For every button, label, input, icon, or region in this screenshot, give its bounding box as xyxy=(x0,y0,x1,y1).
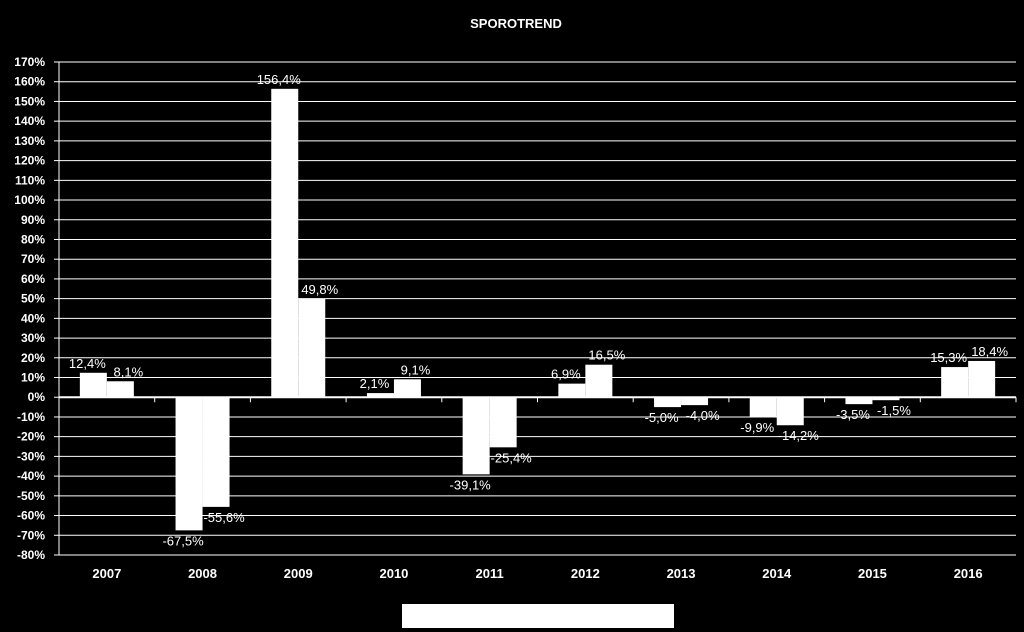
bar xyxy=(776,397,804,426)
x-tick-label: 2009 xyxy=(284,566,313,581)
y-tick-label: 130% xyxy=(14,134,45,148)
y-tick-label: -80% xyxy=(17,548,45,562)
bar xyxy=(271,88,299,398)
y-tick-label: -10% xyxy=(17,410,45,424)
data-label: -25,4% xyxy=(491,450,533,465)
bar xyxy=(106,381,134,398)
bar xyxy=(749,397,777,417)
y-tick-label: 50% xyxy=(21,292,45,306)
bar xyxy=(489,397,517,448)
y-tick-label: 120% xyxy=(14,154,45,168)
y-tick-label: -60% xyxy=(17,509,45,523)
data-label: -1,5% xyxy=(877,403,911,418)
data-label: 156,4% xyxy=(257,72,302,87)
data-label: -4,0% xyxy=(686,408,720,423)
x-tick-label: 2008 xyxy=(188,566,217,581)
bar xyxy=(654,397,682,408)
x-axis-tick-labels: 2007 2008 2009 2010 2011 2012 2013 2014 2015 2016 xyxy=(92,566,982,581)
bar xyxy=(202,397,230,507)
y-tick-label: -70% xyxy=(17,528,45,542)
data-label: 2,1% xyxy=(360,376,390,391)
data-label: 6,9% xyxy=(551,367,581,382)
y-tick-label: -20% xyxy=(17,430,45,444)
bar xyxy=(175,397,203,531)
bar xyxy=(366,393,394,398)
y-axis-tick-labels: 170% 160% 150% 140% 130% 120% 110% 100% 90% 80% 70… xyxy=(14,55,45,562)
bar xyxy=(585,364,613,398)
x-tick-label: 2010 xyxy=(379,566,408,581)
x-tick-label: 2011 xyxy=(476,566,504,581)
bar xyxy=(558,383,586,398)
chart-title: SPOROTREND xyxy=(470,16,562,31)
y-tick-label: 20% xyxy=(21,351,45,365)
x-tick-label: 2016 xyxy=(954,566,983,581)
y-tick-label: 110% xyxy=(15,173,45,187)
bar xyxy=(941,367,969,398)
data-label: -67,5% xyxy=(162,533,204,548)
y-tick-label: 150% xyxy=(14,94,45,108)
x-tick-label: 2013 xyxy=(667,566,696,581)
legend-box xyxy=(402,604,674,628)
y-tick-label: 160% xyxy=(14,75,45,89)
bar xyxy=(681,397,709,406)
data-label: 18,4% xyxy=(971,344,1008,359)
x-tick-label: 2015 xyxy=(858,566,887,581)
x-tick-label: 2012 xyxy=(571,566,600,581)
bar xyxy=(393,379,421,398)
data-label: 15,3% xyxy=(930,350,967,365)
data-label: -55,6% xyxy=(203,510,245,525)
x-tick-label: 2014 xyxy=(762,566,792,581)
data-label: -39,1% xyxy=(450,477,492,492)
y-tick-label: 30% xyxy=(21,331,45,345)
y-tick-label: 140% xyxy=(14,114,45,128)
data-label: -9,9% xyxy=(740,420,774,435)
data-label: -14,2% xyxy=(778,428,820,443)
y-tick-label: 80% xyxy=(21,232,45,246)
data-label: 49,8% xyxy=(301,282,338,297)
y-tick-label: 70% xyxy=(21,252,45,266)
y-tick-label: 10% xyxy=(21,371,45,385)
y-tick-label: 40% xyxy=(21,311,45,325)
bar xyxy=(462,397,490,475)
y-tick-label: -50% xyxy=(17,489,45,503)
data-label: 16,5% xyxy=(588,348,625,363)
bar xyxy=(845,397,873,405)
data-labels: 12,4% 8,1% -67,5% -55,6% 156,4% 49,8% 2,1% 9,1%… xyxy=(69,72,1009,549)
data-label: -5,0% xyxy=(645,410,679,425)
y-tick-label: 60% xyxy=(21,272,45,286)
data-label: 12,4% xyxy=(69,356,106,371)
x-tick-label: 2007 xyxy=(92,566,121,581)
bar xyxy=(298,299,326,398)
bar xyxy=(872,397,900,401)
axes xyxy=(54,61,1017,556)
y-tick-label: 170% xyxy=(14,55,45,69)
bar xyxy=(79,372,107,398)
data-label: -3,5% xyxy=(836,407,870,422)
y-tick-label: -40% xyxy=(17,469,45,483)
y-tick-label: 100% xyxy=(14,193,45,207)
y-tick-label: 0% xyxy=(28,390,46,404)
data-label: 9,1% xyxy=(401,362,431,377)
bar xyxy=(968,360,996,398)
bars xyxy=(79,88,996,531)
data-label: 8,1% xyxy=(114,364,144,379)
y-tick-label: -30% xyxy=(17,449,45,463)
y-tick-label: 90% xyxy=(21,213,45,227)
